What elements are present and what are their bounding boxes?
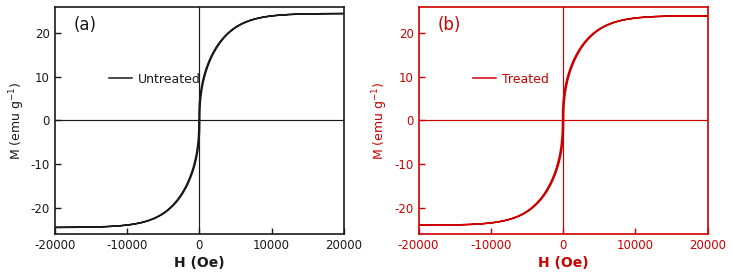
Legend: Untreated: Untreated [104, 68, 206, 91]
Y-axis label: M (emu g$^{-1}$): M (emu g$^{-1}$) [7, 81, 26, 160]
Y-axis label: M (emu g$^{-1}$): M (emu g$^{-1}$) [371, 81, 390, 160]
X-axis label: H (Oe): H (Oe) [538, 256, 589, 270]
Legend: Treated: Treated [468, 68, 553, 91]
Text: (a): (a) [73, 16, 97, 34]
X-axis label: H (Oe): H (Oe) [174, 256, 224, 270]
Text: (b): (b) [438, 16, 461, 34]
